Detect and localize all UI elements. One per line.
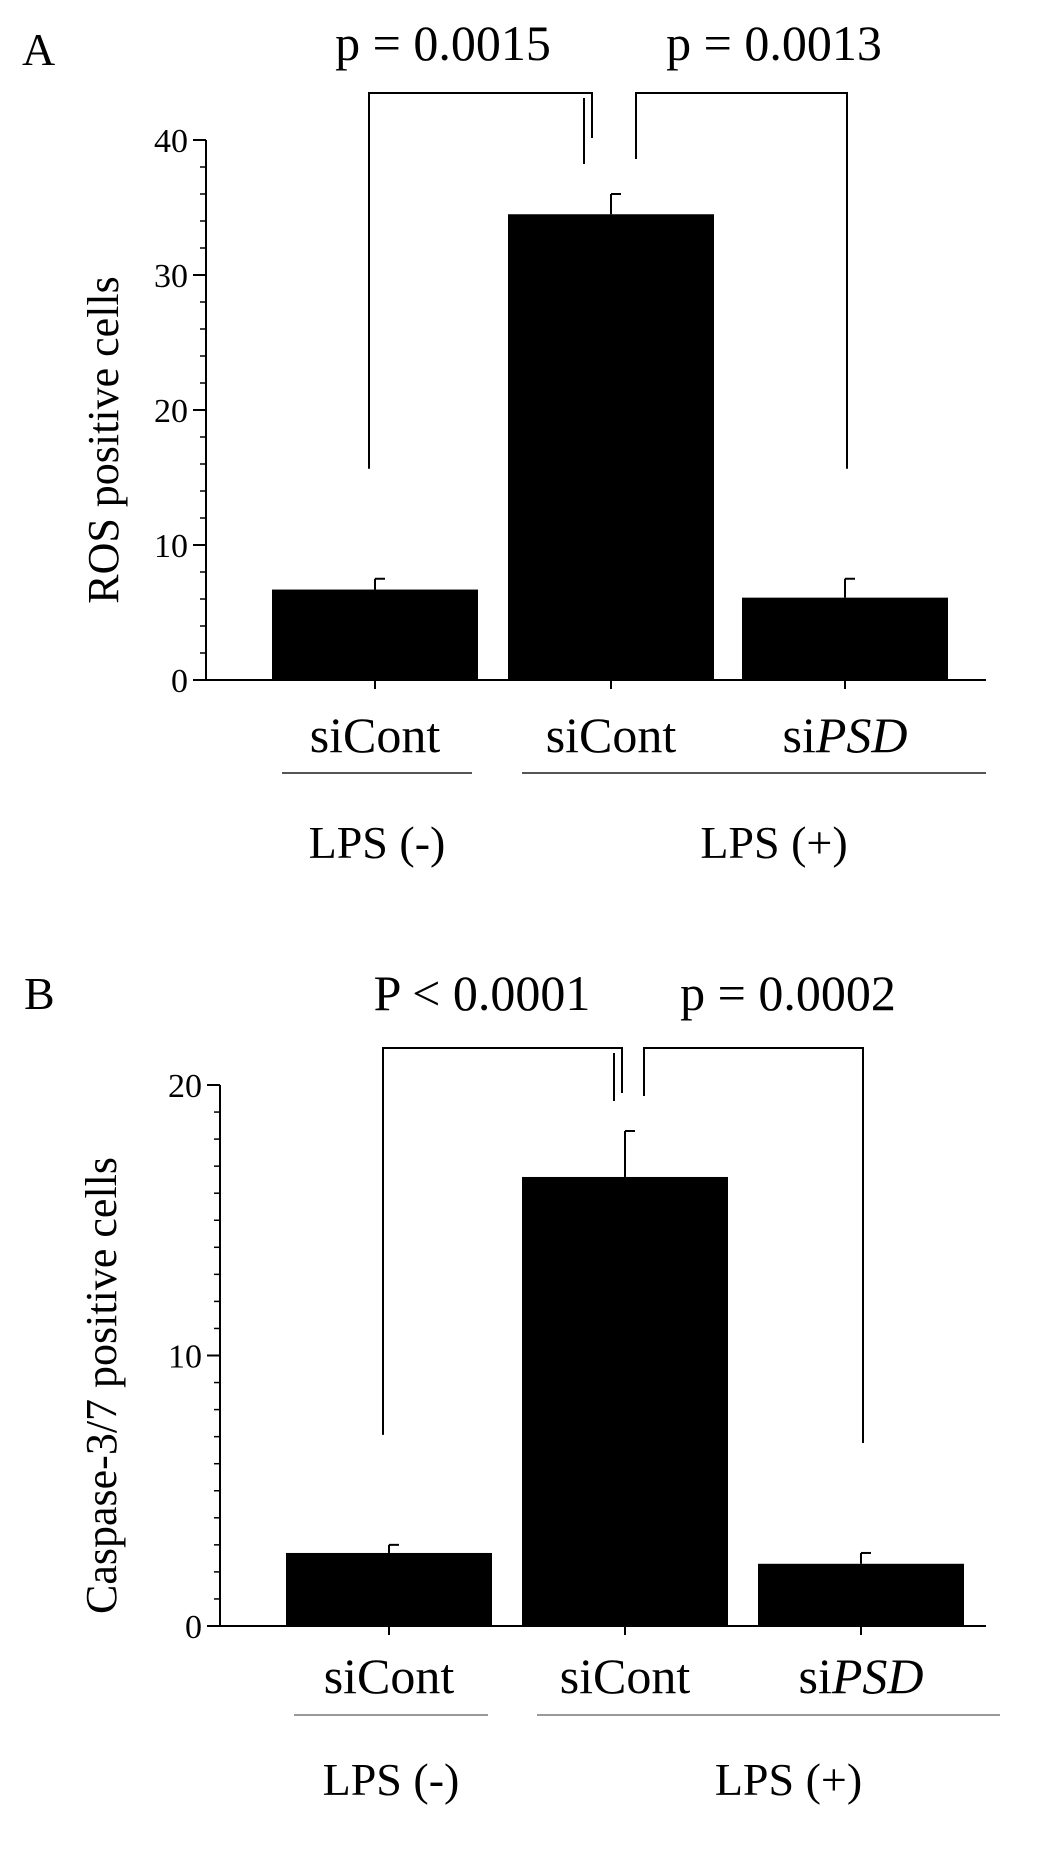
significance-bracket (382, 1047, 623, 1435)
group-label: LPS (-) (309, 817, 446, 868)
bar (742, 597, 948, 680)
panel-label: A (22, 24, 55, 75)
y-tick-label: 10 (154, 528, 188, 565)
x-tick-label: siCont (310, 707, 441, 763)
x-tick-label: siCont (560, 1648, 691, 1704)
x-tick-label-italic: PSD (815, 707, 908, 763)
chart-caspase: B 0 10 20 Caspase-3/7 positive cells siCont si… (24, 965, 1000, 1805)
x-tick-label-prefix: si (798, 1648, 831, 1704)
panel-b: B 0 10 20 Caspase-3/7 positive cells siCont si… (0, 925, 1063, 1855)
significance-label: p = 0.0002 (680, 965, 896, 1021)
significance-bracket (635, 92, 848, 469)
bar (758, 1563, 964, 1626)
bar (286, 1552, 492, 1626)
panel-label: B (24, 968, 55, 1019)
y-tick-label: 10 (168, 1339, 202, 1376)
y-tick-label: 0 (185, 1609, 202, 1646)
significance-label: p = 0.0015 (335, 15, 551, 71)
x-tick-label: siPSD (782, 707, 907, 763)
x-tick-label: siPSD (798, 1648, 923, 1704)
x-tick-label-prefix: siCont (324, 1648, 455, 1704)
x-tick-label-prefix: siCont (546, 707, 677, 763)
y-tick-label: 0 (171, 663, 188, 700)
x-tick-label-prefix: si (782, 707, 815, 763)
x-tick-label-prefix: siCont (310, 707, 441, 763)
y-tick-label: 20 (154, 393, 188, 430)
group-label: LPS (+) (700, 817, 847, 868)
x-tick-label-italic: PSD (831, 1648, 924, 1704)
group-label: LPS (+) (715, 1754, 862, 1805)
bar (522, 1176, 728, 1626)
chart-ros: A 0 10 20 30 40 ROS positive cells siCont siCont… (22, 15, 986, 868)
x-tick-label: siCont (324, 1648, 455, 1704)
x-tick-label-prefix: siCont (560, 1648, 691, 1704)
significance-bracket (643, 1047, 864, 1443)
y-axis-label: Caspase-3/7 positive cells (77, 1157, 126, 1614)
y-axis-label: ROS positive cells (79, 276, 128, 604)
y-tick-label: 30 (154, 258, 188, 295)
y-tick-label: 20 (168, 1068, 202, 1105)
group-label: LPS (-) (323, 1754, 460, 1805)
panel-a: A 0 10 20 30 40 ROS positive cells siCont siCont… (0, 0, 1063, 925)
bar (508, 214, 714, 680)
significance-bracket (368, 92, 593, 469)
x-tick-label: siCont (546, 707, 677, 763)
significance-label: P < 0.0001 (374, 965, 591, 1021)
significance-label: p = 0.0013 (666, 15, 882, 71)
bar (272, 589, 478, 680)
y-tick-label: 40 (154, 123, 188, 160)
